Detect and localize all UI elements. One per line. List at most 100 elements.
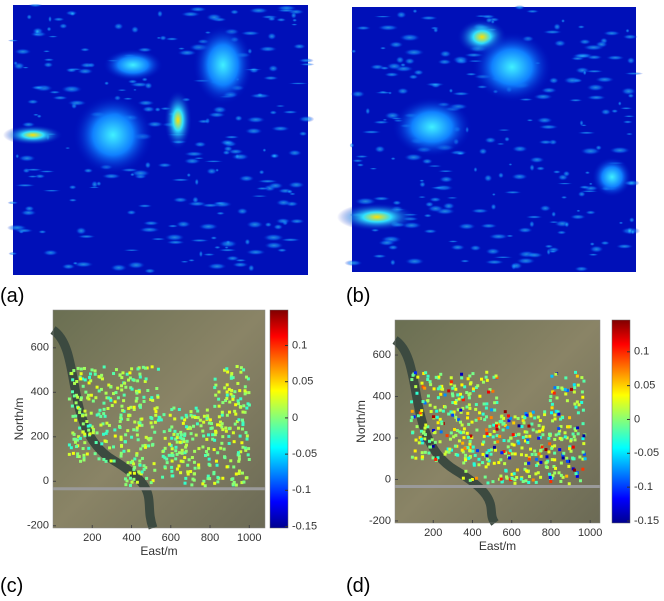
pixel <box>133 406 136 409</box>
pixel <box>503 462 506 465</box>
pixel <box>122 399 125 402</box>
pixel <box>186 470 189 473</box>
pixel <box>429 380 432 383</box>
speckle <box>36 114 41 118</box>
pixel <box>96 413 99 416</box>
pixel <box>476 449 479 452</box>
speckle <box>77 235 96 239</box>
pixel <box>207 447 210 450</box>
pixel <box>85 420 88 423</box>
speckle <box>622 120 633 123</box>
speckle <box>193 157 205 159</box>
pixel <box>223 456 226 459</box>
speckle <box>350 143 355 148</box>
pixel <box>190 483 193 486</box>
pixel <box>549 476 552 479</box>
pixel <box>97 457 100 460</box>
pixel <box>565 457 568 460</box>
x-tick-label: 200 <box>83 532 101 544</box>
speckle <box>382 119 387 121</box>
pixel <box>174 449 177 452</box>
speckle <box>80 48 91 52</box>
pixel <box>86 396 89 399</box>
speckle <box>137 100 155 106</box>
pixel <box>468 375 471 378</box>
pixel <box>463 385 466 388</box>
pixel <box>214 394 217 397</box>
pixel <box>227 435 230 438</box>
pixel <box>411 456 414 459</box>
pixel <box>239 397 242 400</box>
pixel <box>569 439 572 442</box>
pixel <box>580 401 583 404</box>
pixel <box>447 389 450 392</box>
pixel <box>151 443 154 446</box>
speckle <box>355 26 371 30</box>
pixel <box>170 437 173 440</box>
speckle <box>556 183 573 185</box>
speckle <box>299 131 308 136</box>
pixel <box>467 377 470 380</box>
pixel <box>576 475 579 478</box>
pixel <box>427 394 430 397</box>
pixel <box>226 383 229 386</box>
speckle <box>299 63 314 66</box>
speckle <box>69 11 76 16</box>
pixel <box>582 380 585 383</box>
pixel <box>527 425 530 428</box>
pixel <box>520 446 523 449</box>
pixel <box>230 372 233 375</box>
pixel <box>487 391 490 394</box>
pixel <box>170 425 173 428</box>
pixel <box>410 378 413 381</box>
pixel <box>96 431 99 434</box>
pixel <box>576 400 579 403</box>
speckle <box>611 109 619 113</box>
pixel <box>572 446 575 449</box>
pixel <box>461 396 464 399</box>
pixel <box>507 414 510 417</box>
pixel <box>221 411 224 414</box>
pixel <box>528 435 531 438</box>
pixel <box>501 480 504 483</box>
colorbar-tick-label: 0.05 <box>634 380 655 392</box>
pixel <box>192 425 195 428</box>
pixel <box>208 463 211 466</box>
speckle <box>246 249 266 255</box>
pixel <box>225 397 228 400</box>
pixel <box>120 414 123 417</box>
pixel <box>135 454 138 457</box>
speckle <box>576 210 581 213</box>
speckle <box>165 37 179 40</box>
pixel <box>186 464 189 467</box>
speckle <box>201 203 220 207</box>
pixel <box>231 398 234 401</box>
pixel <box>548 442 551 445</box>
speckle <box>529 157 545 164</box>
pixel <box>464 454 467 457</box>
speckle <box>248 264 255 272</box>
speckle <box>96 181 101 186</box>
pixel <box>541 445 544 448</box>
pixel <box>416 376 419 379</box>
pixel <box>431 438 434 441</box>
pixel <box>133 472 136 475</box>
pixel <box>578 403 581 406</box>
speckle <box>568 99 583 102</box>
pixel <box>575 406 578 409</box>
pixel <box>444 453 447 456</box>
speckle <box>264 242 284 249</box>
pixel <box>570 450 573 453</box>
y-tick-label: 0 <box>43 475 49 487</box>
pixel <box>462 398 465 401</box>
pixel <box>108 424 111 427</box>
pixel <box>481 461 484 464</box>
speckle <box>379 66 390 70</box>
pixel <box>458 398 461 401</box>
speckle <box>553 23 561 30</box>
pixel <box>539 476 542 479</box>
pixel <box>577 411 580 414</box>
pixel <box>168 428 171 431</box>
pixel <box>482 413 485 416</box>
pixel <box>193 472 196 475</box>
